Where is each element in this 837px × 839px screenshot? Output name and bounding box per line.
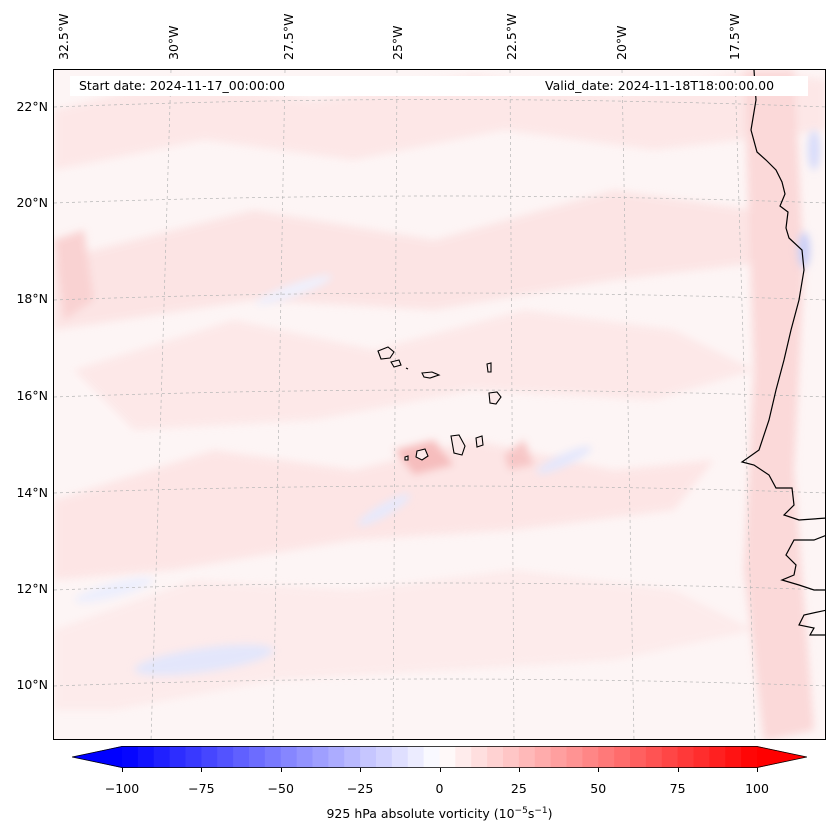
colorbar-segment	[376, 746, 393, 768]
island-santiago	[450, 434, 466, 456]
colorbar-segment	[312, 746, 329, 768]
colorbar-segment	[566, 746, 583, 768]
lon-label-20w: 20°W	[614, 25, 629, 60]
colorbar-segment	[471, 746, 488, 768]
colorbar-tick-label: −25	[346, 781, 374, 796]
colorbar-segment	[582, 746, 599, 768]
colorbar-extend-high	[757, 746, 807, 768]
island-sao-vicente	[390, 359, 402, 368]
colorbar-segment	[328, 746, 345, 768]
colorbar-segment	[201, 746, 218, 768]
colorbar-segment	[550, 746, 567, 768]
colorbar-segment	[280, 746, 298, 768]
colorbar-label: 925 hPa absolute vorticity (10−5s−1)	[326, 806, 553, 822]
start-date-label: Start date: 2024-11-17_00:00:00	[79, 78, 285, 93]
colorbar-segment	[630, 746, 647, 768]
colorbar-segment	[487, 746, 504, 768]
colorbar-segment	[503, 746, 520, 768]
colorbar-segment	[709, 746, 726, 768]
colorbar-segment	[360, 746, 377, 768]
lat-label-22n: 22°N	[16, 99, 48, 114]
colorbar	[72, 746, 807, 768]
colorbar-tick-mark	[518, 768, 520, 772]
colorbar-segment	[455, 746, 472, 768]
lon-label-17-5w: 17.5°W	[727, 13, 742, 60]
colorbar-segment	[153, 746, 171, 768]
island-sao-nicolau	[421, 371, 441, 379]
lat-label-16n: 16°N	[16, 388, 48, 403]
island-santo-antao	[377, 346, 395, 360]
colorbar-segment	[741, 746, 758, 768]
colorbar-tick-label: 50	[590, 781, 607, 796]
cape-verde-islands	[377, 346, 502, 461]
negative-vorticity-patches	[75, 130, 820, 676]
island-brava	[404, 455, 409, 461]
colorbar-segment	[677, 746, 694, 768]
colorbar-segment	[233, 746, 250, 768]
island-maio	[475, 435, 484, 448]
lon-label-30w: 30°W	[166, 25, 181, 60]
colorbar-segment	[661, 746, 679, 768]
colorbar-tick-mark	[122, 768, 123, 772]
colorbar-segment	[169, 746, 186, 768]
lat-label-10n: 10°N	[16, 677, 48, 692]
lon-label-27-5w: 27.5°W	[281, 13, 296, 60]
colorbar-tick-label: 75	[669, 781, 686, 796]
colorbar-segment	[185, 746, 202, 768]
colorbar-segment	[598, 746, 615, 768]
colorbar-segment	[296, 746, 313, 768]
date-banner	[70, 76, 808, 96]
colorbar-tick-mark	[360, 768, 362, 772]
lon-label-22-5w: 22.5°W	[504, 13, 519, 60]
colorbar-segment	[534, 746, 552, 768]
colorbar-segment	[264, 746, 282, 768]
lon-label-32-5w: 32.5°W	[56, 13, 71, 60]
colorbar-tick-label: −50	[267, 781, 294, 796]
lat-label-14n: 14°N	[16, 485, 48, 500]
colorbar-tick-label: −100	[104, 781, 140, 796]
lon-label-25w: 25°W	[390, 25, 405, 60]
colorbar-segment	[137, 746, 155, 768]
colorbar-segment	[122, 746, 139, 768]
colorbar-outline	[72, 746, 807, 768]
vorticity-field	[54, 70, 825, 739]
lat-label-20n: 20°N	[16, 195, 48, 210]
colorbar-segment	[693, 746, 710, 768]
african-coastline	[740, 70, 825, 636]
lat-label-12n: 12°N	[16, 581, 48, 596]
colorbar-segment	[423, 746, 440, 768]
colorbar-segment	[344, 746, 361, 768]
island-santa-luzia	[405, 367, 409, 370]
colorbar-segment	[407, 746, 425, 768]
colorbar-segment	[614, 746, 631, 768]
colorbar-extend-low	[72, 746, 122, 768]
vorticity-map	[53, 69, 826, 740]
colorbar-tick-mark	[677, 768, 679, 772]
island-boa-vista	[488, 391, 502, 405]
island-sal	[486, 362, 492, 373]
colorbar-tick-label: −75	[188, 781, 215, 796]
lat-label-18n: 18°N	[16, 291, 48, 306]
colorbar-tick-mark	[439, 768, 441, 772]
colorbar-tick-label: 25	[510, 781, 527, 796]
colorbar-tick-label: 100	[745, 781, 769, 796]
valid-date-label: Valid_date: 2024-11-18T18:00:00.00	[545, 78, 775, 93]
colorbar-tick-label: 0	[435, 781, 444, 796]
graticule	[54, 70, 825, 739]
colorbar-segment	[391, 746, 409, 768]
map-canvas	[54, 70, 825, 739]
colorbar-segment	[439, 746, 456, 768]
colorbar-segment	[249, 746, 266, 768]
colorbar-segment	[725, 746, 742, 768]
colorbar-segment	[518, 746, 536, 768]
island-fogo	[415, 448, 429, 461]
colorbar-tick-mark	[757, 768, 758, 772]
colorbar-tick-mark	[598, 768, 600, 772]
colorbar-tick-mark	[280, 768, 282, 772]
colorbar-segment	[217, 746, 234, 768]
colorbar-tick-mark	[201, 768, 203, 772]
colorbar-segment	[645, 746, 663, 768]
